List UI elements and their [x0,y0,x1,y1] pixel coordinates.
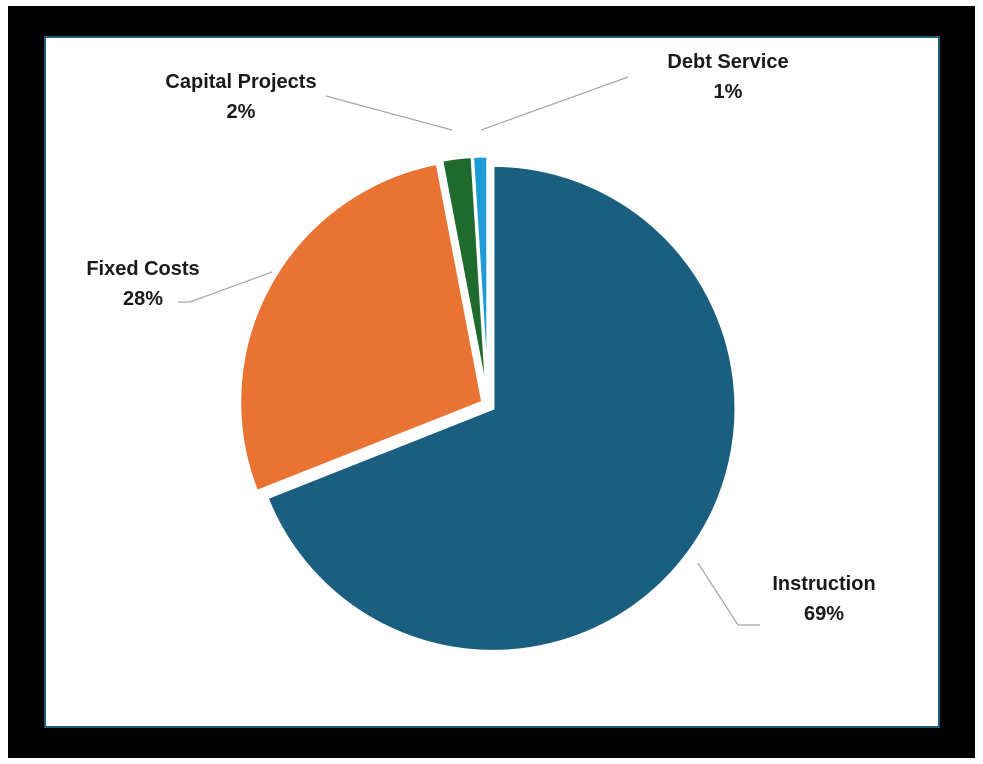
pie-slice-instruction [265,163,738,653]
slice-label-debt-service: Debt Service [667,51,788,73]
slice-percent-debt-service: 1% [714,81,743,103]
leader-line-debt-service [480,76,629,131]
slice-label-capital-projects: Capital Projects [165,71,316,93]
slice-percent-fixed-costs: 28% [123,288,163,310]
slice-label-fixed-costs: Fixed Costs [86,258,199,280]
leader-line-instruction [697,562,760,626]
slice-percent-instruction: 69% [804,603,844,625]
pie-slice-debt-service [470,154,490,400]
pie-slice-fixed-costs [238,161,485,494]
leader-line-capital-projects [325,95,453,131]
slice-percent-capital-projects: 2% [227,101,256,123]
slice-label-instruction: Instruction [772,573,875,595]
leader-line-fixed-costs [178,271,273,303]
